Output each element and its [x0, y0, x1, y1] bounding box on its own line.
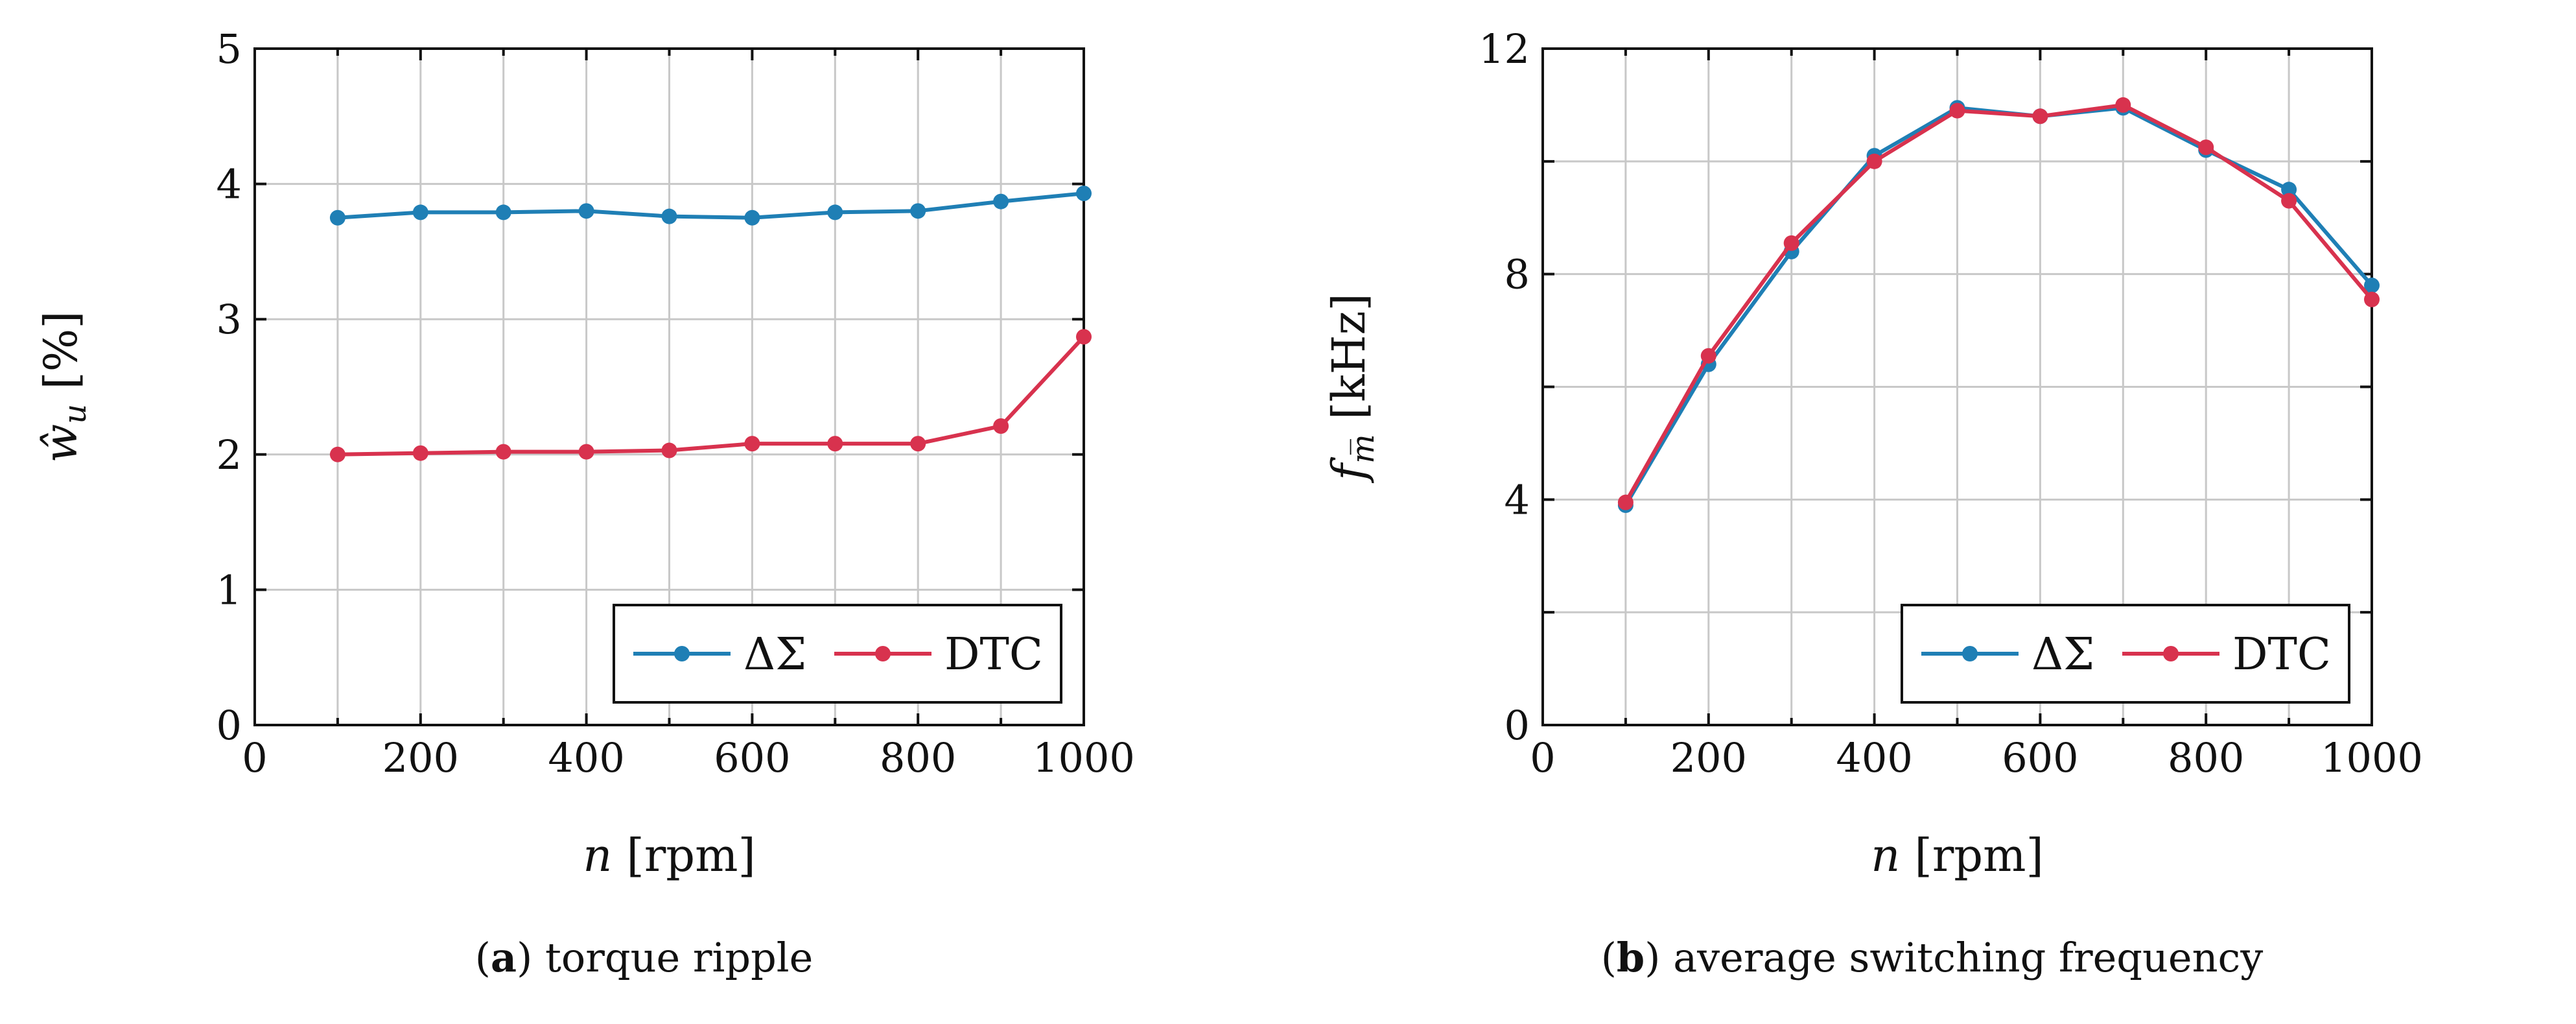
- c0-x-tick-label: 1000: [1033, 734, 1135, 781]
- c1-legend-label-0: ΔΣ: [2032, 629, 2094, 680]
- c1-series-1: [1617, 97, 2380, 510]
- c0-x-tick-label: 800: [880, 734, 956, 781]
- c0-data-point: [412, 204, 428, 220]
- c1-data-point: [1949, 102, 1965, 119]
- c0-y-tick-label: 2: [217, 431, 242, 479]
- c0-data-point: [495, 204, 511, 220]
- c1-data-point: [2364, 291, 2380, 307]
- c1-data-point: [1617, 494, 1633, 510]
- c1-x-tick-label: 200: [1670, 734, 1747, 781]
- c1-data-point: [2281, 182, 2297, 198]
- c1-x-tick-label: 800: [2168, 734, 2244, 781]
- c0-series-1: [329, 329, 1092, 462]
- c0-data-point: [827, 204, 843, 220]
- c0-data-point: [495, 444, 511, 460]
- c0-data-point: [910, 436, 926, 452]
- c0-data-point: [744, 209, 760, 226]
- c0-y-axis-unit: [%]: [34, 311, 88, 403]
- c0-data-point: [1076, 185, 1092, 202]
- c1-data-point: [1783, 235, 1799, 251]
- c1-series-line-0: [1624, 106, 2374, 506]
- c0-y-axis-sub: u: [57, 404, 93, 424]
- c0-data-point: [578, 444, 594, 460]
- c1-y-tick-label: 0: [1505, 702, 1530, 749]
- c0-legend: ΔΣ DTC: [613, 604, 1062, 704]
- c1-data-point: [2281, 193, 2297, 209]
- c1-y-axis-label: fm̅ [kHz]: [1322, 293, 1381, 484]
- c1-y-tick-label: 8: [1505, 251, 1530, 298]
- c0-data-point: [993, 418, 1009, 434]
- c1-legend-label-1: DTC: [2232, 629, 2331, 680]
- c1-x-axis-unit: [rpm]: [1900, 829, 2044, 882]
- c1-legend-marker-1: [2163, 646, 2179, 661]
- c0-y-tick-label: 5: [217, 25, 242, 73]
- c0-data-point: [910, 203, 926, 219]
- panel-switching-frequency: 0 200 400 600 800 1000 0 4 8 12 n [rpm] fm̅ [kHz] ΔΣ…: [1288, 0, 2576, 1024]
- c1-x-tick-label: 400: [1836, 734, 1912, 781]
- c1-legend-marker-0: [1962, 646, 1978, 661]
- c0-data-point: [744, 436, 760, 452]
- c0-x-tick-label: 600: [714, 734, 790, 781]
- c0-x-axis-unit: [rpm]: [612, 829, 756, 882]
- c1-y-tick-label: 4: [1505, 476, 1530, 523]
- c0-data-point: [661, 208, 677, 224]
- c1-x-tick-label: 600: [2002, 734, 2078, 781]
- c1-data-point: [1700, 348, 1716, 364]
- c1-data-point: [2115, 97, 2131, 113]
- c0-legend-label-1: DTC: [944, 629, 1043, 680]
- c1-data-point: [2364, 278, 2380, 294]
- panel-torque-ripple: 0 200 400 600 800 1000 0 1 2 3 4 5 n [rpm] ŵu [%] ΔΣ DT…: [34, 25, 1135, 981]
- c0-y-tick-label: 1: [217, 566, 242, 613]
- c1-x-axis-label: n [rpm]: [1871, 829, 2044, 882]
- c0-data-point: [329, 446, 345, 462]
- c1-data-point: [2198, 139, 2214, 156]
- c1-x-axis-var: n: [1871, 829, 1900, 882]
- c1-x-tick-label: 0: [1530, 734, 1555, 781]
- c0-legend-marker-1: [875, 646, 891, 661]
- caption-b: (b) average switching frequency: [1600, 934, 2264, 981]
- c0-legend-marker-0: [674, 646, 690, 661]
- caption-a-text: torque ripple: [545, 934, 814, 981]
- c1-x-tick-label: 1000: [2321, 734, 2423, 781]
- c0-data-point: [1076, 329, 1092, 345]
- caption-b-letter: b: [1616, 934, 1645, 981]
- chart-torque-ripple: 0 200 400 600 800 1000 0 1 2 3 4 5 n [rpm] ŵu [%] ΔΣ DT…: [34, 25, 1135, 882]
- c0-data-point: [329, 209, 345, 226]
- c0-x-axis-label: n [rpm]: [583, 829, 756, 882]
- c0-data-point: [412, 445, 428, 461]
- caption-a-letter: a: [490, 934, 517, 981]
- c0-y-tick-label: 4: [217, 161, 242, 208]
- c0-data-point: [661, 442, 677, 458]
- c0-series-0: [329, 185, 1092, 226]
- c0-data-point: [827, 436, 843, 452]
- caption-a: (a) torque ripple: [474, 934, 814, 981]
- c1-data-point: [2032, 108, 2048, 125]
- c0-x-tick-label: 0: [242, 734, 267, 781]
- c1-legend: ΔΣ DTC: [1901, 604, 2350, 704]
- caption-b-text: average switching frequency: [1673, 934, 2264, 981]
- c0-series-line-1: [337, 335, 1086, 457]
- c1-y-tick-label: 12: [1479, 25, 1530, 73]
- c0-x-tick-label: 200: [382, 734, 459, 781]
- c0-x-tick-label: 400: [548, 734, 624, 781]
- c1-series-line-1: [1624, 102, 2374, 504]
- c0-y-axis-var: ŵ: [34, 424, 88, 463]
- c0-y-tick-label: 3: [217, 296, 242, 343]
- chart-switching-frequency: 0 200 400 600 800 1000 0 4 8 12 n [rpm] fm̅ [kHz] ΔΣ…: [1322, 25, 2423, 882]
- c0-x-axis-var: n: [583, 829, 612, 882]
- c0-data-point: [993, 193, 1009, 209]
- c0-legend-label-0: ΔΣ: [744, 629, 806, 680]
- c0-data-point: [578, 203, 594, 219]
- c1-y-axis-sub: m̅: [1345, 434, 1381, 464]
- c0-y-tick-label: 0: [217, 702, 242, 749]
- c1-data-point: [1866, 153, 1882, 169]
- c1-y-axis-unit: [kHz]: [1322, 293, 1376, 434]
- c0-y-axis-label: ŵu [%]: [34, 311, 93, 462]
- c0-series-line-0: [337, 191, 1084, 220]
